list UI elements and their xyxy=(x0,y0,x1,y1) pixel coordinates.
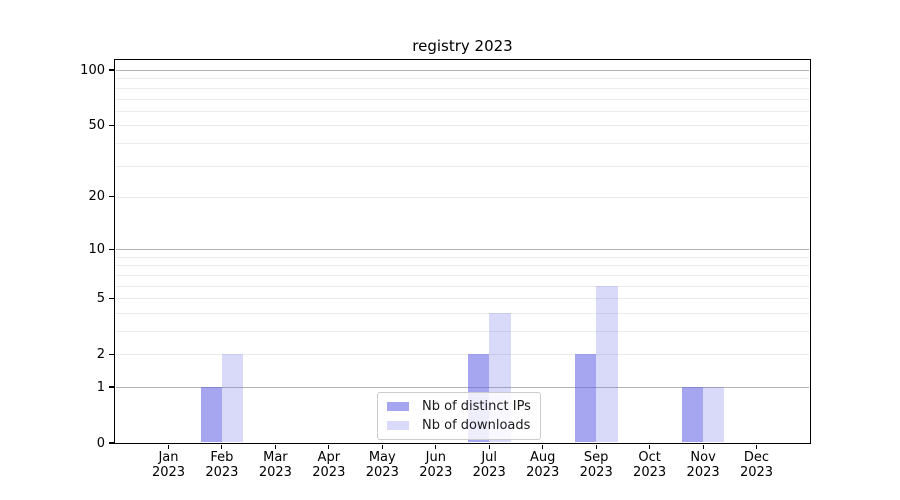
y-tick-label: 2 xyxy=(96,346,105,362)
minor-gridline xyxy=(116,165,809,167)
y-tick-label: 5 xyxy=(96,290,105,306)
x-axis-tick xyxy=(755,444,758,449)
y-axis-tick xyxy=(109,196,114,198)
bar-downloads-feb xyxy=(221,354,244,442)
y-tick-label: 0 xyxy=(96,435,105,451)
x-axis-tick xyxy=(488,444,490,449)
minor-gridline xyxy=(116,98,809,100)
minor-gridline xyxy=(116,110,809,112)
x-tick-label-apr: Apr 2023 xyxy=(312,450,346,480)
legend: Nb of distinct IPs Nb of downloads xyxy=(377,392,541,440)
x-axis-tick xyxy=(702,444,704,449)
y-axis-tick xyxy=(109,69,114,71)
legend-item-downloads: Nb of downloads xyxy=(387,417,531,434)
minor-gridline xyxy=(116,312,809,314)
x-tick-label-mar: Mar 2023 xyxy=(258,450,292,480)
legend-swatch-distinct-ips-icon xyxy=(387,402,409,411)
bar-distinct-ips-nov xyxy=(681,387,704,442)
y-tick-label: 100 xyxy=(80,62,105,78)
minor-gridline xyxy=(116,331,809,332)
x-axis-tick xyxy=(542,444,544,449)
y-tick-label: 50 xyxy=(88,117,105,133)
chart-title: registry 2023 xyxy=(412,37,513,55)
y-axis-tick xyxy=(109,297,114,299)
bar-downloads-sep xyxy=(596,285,618,442)
y-tick-label: 20 xyxy=(88,189,105,205)
x-tick-label-dec: Dec 2023 xyxy=(739,450,774,480)
bar-distinct-ips-sep xyxy=(574,354,597,442)
minor-gridline xyxy=(116,125,809,127)
y-axis-tick xyxy=(109,353,114,355)
major-gridline xyxy=(116,249,809,251)
legend-swatch-downloads-icon xyxy=(387,421,409,430)
x-axis-tick xyxy=(595,444,597,449)
x-axis-tick xyxy=(649,444,651,449)
minor-gridline xyxy=(116,274,809,276)
x-tick-label-oct: Oct 2023 xyxy=(633,450,667,480)
x-tick-label-jun: Jun 2023 xyxy=(419,450,453,480)
x-axis-tick xyxy=(221,444,223,449)
x-tick-label-jan: Jan 2023 xyxy=(151,450,186,480)
y-tick-label: 1 xyxy=(96,379,105,395)
y-axis-tick xyxy=(109,442,114,444)
x-axis-tick xyxy=(328,444,330,449)
minor-gridline xyxy=(116,87,809,89)
legend-item-distinct-ips: Nb of distinct IPs xyxy=(387,398,531,415)
bar-distinct-ips-feb xyxy=(200,387,222,442)
minor-gridline xyxy=(116,265,809,267)
x-tick-label-may: May 2023 xyxy=(365,450,399,480)
x-axis-tick xyxy=(381,444,383,449)
minor-gridline xyxy=(116,196,809,198)
y-axis-tick xyxy=(109,124,114,126)
minor-gridline xyxy=(116,354,809,356)
minor-gridline xyxy=(116,142,809,144)
x-tick-label-sep: Sep 2023 xyxy=(579,450,613,480)
legend-label-downloads: Nb of downloads xyxy=(422,418,531,433)
x-tick-label-aug: Aug 2023 xyxy=(526,450,560,480)
major-gridline xyxy=(116,387,809,388)
y-axis-tick xyxy=(109,248,114,250)
x-tick-label-jul: Jul 2023 xyxy=(472,450,506,480)
minor-gridline xyxy=(116,285,809,287)
y-axis-tick xyxy=(109,386,114,388)
major-gridline xyxy=(116,70,809,71)
x-axis-tick xyxy=(435,444,437,449)
minor-gridline xyxy=(116,298,809,300)
y-tick-label: 10 xyxy=(88,241,105,257)
legend-label-distinct-ips: Nb of distinct IPs xyxy=(422,399,531,414)
x-tick-label-nov: Nov 2023 xyxy=(686,450,720,480)
x-axis-tick xyxy=(274,444,276,449)
x-axis-tick xyxy=(167,444,170,449)
x-tick-label-feb: Feb 2023 xyxy=(205,450,239,480)
minor-gridline xyxy=(116,256,809,258)
bar-downloads-nov xyxy=(703,387,725,442)
minor-gridline xyxy=(116,78,809,80)
